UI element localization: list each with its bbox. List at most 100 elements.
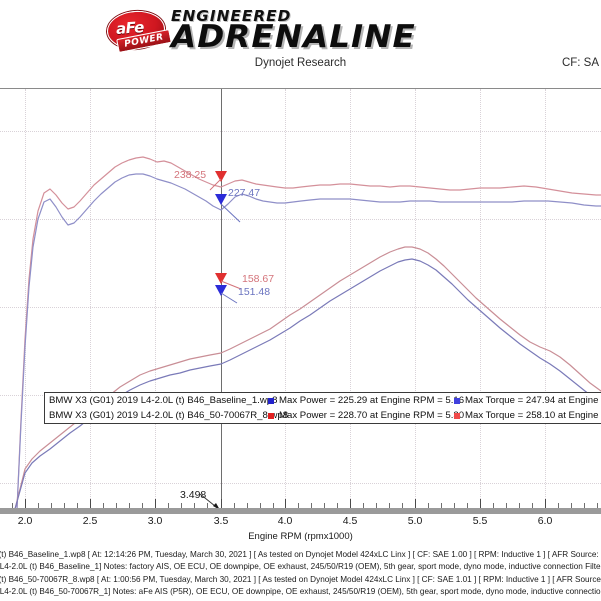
legend-power-swatch bbox=[268, 398, 274, 404]
afe-power-adrenaline-logo: aFe POWER ENGINEERED ADRENALINE bbox=[105, 7, 487, 55]
legend-power-swatch bbox=[268, 413, 274, 419]
x-tick-minor bbox=[532, 503, 533, 508]
legend-torque-swatch bbox=[454, 413, 460, 419]
x-tick-major bbox=[480, 499, 481, 508]
legend-run-name: BMW X3 (G01) 2019 L4-2.0L (t) B46_Baseli… bbox=[49, 395, 278, 406]
x-tick-minor bbox=[260, 503, 261, 508]
x-tick-label: 4.5 bbox=[342, 515, 358, 527]
x-tick-minor bbox=[51, 503, 52, 508]
x-tick-minor bbox=[273, 503, 274, 508]
footer-line: 9 L4-2.0L (t) B46_50-70067R_8.wp8 [ At: … bbox=[0, 575, 601, 584]
x-tick-minor bbox=[571, 503, 572, 508]
x-axis-title: Engine RPM (rpmx1000) bbox=[248, 531, 353, 542]
gridline-vertical bbox=[155, 89, 156, 508]
x-tick-label: 2.5 bbox=[82, 515, 98, 527]
marker-torque-modified bbox=[215, 171, 227, 182]
dyno-curves bbox=[14, 156, 601, 508]
x-tick-minor bbox=[64, 503, 65, 508]
x-tick-major bbox=[545, 499, 546, 508]
legend-torque-swatch bbox=[454, 398, 460, 404]
chart-plot-area: 238.25 227.47 158.67 151.48 bbox=[0, 88, 601, 508]
x-tick-major bbox=[350, 499, 351, 508]
footer-line: (G01) 2019 L4-2.0L (t) B46_50-70067R_1] … bbox=[0, 587, 601, 596]
cursor-line[interactable] bbox=[221, 89, 222, 508]
gridline-vertical bbox=[415, 89, 416, 508]
legend-max-power: Max Power = 225.29 at Engine RPM = 5.16 bbox=[279, 395, 465, 406]
gridline-vertical bbox=[285, 89, 286, 508]
x-tick-minor bbox=[467, 503, 468, 508]
footer-line: (G01) 2019 L4-2.0L (t) B46_Baseline_1] N… bbox=[0, 562, 601, 571]
gridline-vertical bbox=[545, 89, 546, 508]
x-tick-minor bbox=[389, 503, 390, 508]
marker-power-baseline bbox=[215, 285, 227, 296]
legend-row[interactable]: BMW X3 (G01) 2019 L4-2.0L (t) B46_Baseli… bbox=[45, 393, 601, 408]
x-tick-minor bbox=[103, 503, 104, 508]
x-tick-minor bbox=[597, 503, 598, 508]
x-tick-major bbox=[415, 499, 416, 508]
legend-run-name: BMW X3 (G01) 2019 L4-2.0L (t) B46_50-700… bbox=[49, 410, 289, 421]
x-tick-label: 5.0 bbox=[407, 515, 423, 527]
leader-lines-power bbox=[220, 280, 242, 304]
leader-lines-torque bbox=[209, 178, 241, 223]
chart-legend[interactable]: BMW X3 (G01) 2019 L4-2.0L (t) B46_Baseli… bbox=[44, 392, 601, 424]
x-tick-label: 3.0 bbox=[147, 515, 163, 527]
gridline-vertical bbox=[350, 89, 351, 508]
x-tick-label: 3.5 bbox=[213, 515, 229, 527]
gridline-horizontal bbox=[0, 483, 601, 484]
x-tick-major bbox=[90, 499, 91, 508]
gridline-horizontal bbox=[0, 131, 601, 132]
x-tick-label: 4.0 bbox=[277, 515, 293, 527]
x-tick-minor bbox=[194, 503, 195, 508]
marker-power-modified bbox=[215, 273, 227, 284]
x-tick-minor bbox=[142, 503, 143, 508]
curve-power-baseline bbox=[14, 258, 601, 508]
x-tick-minor bbox=[207, 503, 208, 508]
x-tick-minor bbox=[558, 503, 559, 508]
x-tick-minor bbox=[116, 503, 117, 508]
gridline-horizontal bbox=[0, 307, 601, 308]
x-axis-band bbox=[0, 508, 601, 514]
x-tick-minor bbox=[428, 503, 429, 508]
legend-max-torque: Max Torque = 247.94 at Engine RPM = 2.7 bbox=[465, 395, 601, 406]
x-tick-minor bbox=[247, 503, 248, 508]
x-tick-minor bbox=[402, 503, 403, 508]
callout-power-modified: 158.67 bbox=[242, 273, 275, 285]
x-tick-minor bbox=[234, 503, 235, 508]
x-tick-minor bbox=[129, 503, 130, 508]
legend-max-torque: Max Torque = 258.10 at Engine RPM = 2.7 bbox=[465, 410, 601, 421]
x-tick-major bbox=[285, 499, 286, 508]
x-tick-label: 6.0 bbox=[537, 515, 553, 527]
x-tick-minor bbox=[12, 503, 13, 508]
callout-power-baseline: 151.48 bbox=[238, 286, 271, 298]
marker-torque-baseline bbox=[215, 194, 227, 205]
gridline-vertical bbox=[90, 89, 91, 508]
x-tick-minor bbox=[168, 503, 169, 508]
engineered-text: ENGINEERED bbox=[171, 7, 292, 25]
x-tick-minor bbox=[376, 503, 377, 508]
footer-line: 9 L4-2.0L (t) B46_Baseline_1.wp8 [ At: 1… bbox=[0, 550, 601, 559]
callout-torque-modified: 238.25 bbox=[174, 169, 207, 181]
x-tick-minor bbox=[311, 503, 312, 508]
curve-torque-baseline bbox=[16, 173, 601, 508]
legend-row[interactable]: BMW X3 (G01) 2019 L4-2.0L (t) B46_50-700… bbox=[45, 408, 601, 423]
header: aFe POWER ENGINEERED ADRENALINE Dynojet … bbox=[0, 0, 601, 78]
x-tick-minor bbox=[77, 503, 78, 508]
x-tick-minor bbox=[298, 503, 299, 508]
afe-logo-icon: aFe POWER bbox=[105, 9, 172, 54]
footer-run-details: 9 L4-2.0L (t) B46_Baseline_1.wp8 [ At: 1… bbox=[0, 548, 601, 601]
x-tick-label: 2.0 bbox=[17, 515, 33, 527]
curve-power-modified bbox=[14, 246, 601, 508]
correction-factor-label: CF: SA bbox=[561, 57, 599, 69]
x-tick-minor bbox=[337, 503, 338, 508]
x-tick-minor bbox=[363, 503, 364, 508]
curve-torque-modified bbox=[16, 156, 601, 508]
callout-torque-baseline: 227.47 bbox=[228, 187, 261, 199]
x-tick-major bbox=[155, 499, 156, 508]
x-tick-minor bbox=[506, 503, 507, 508]
x-tick-minor bbox=[441, 503, 442, 508]
gridline-horizontal bbox=[0, 219, 601, 220]
x-tick-minor bbox=[324, 503, 325, 508]
gridline-vertical bbox=[25, 89, 26, 508]
x-tick-major bbox=[221, 499, 222, 508]
